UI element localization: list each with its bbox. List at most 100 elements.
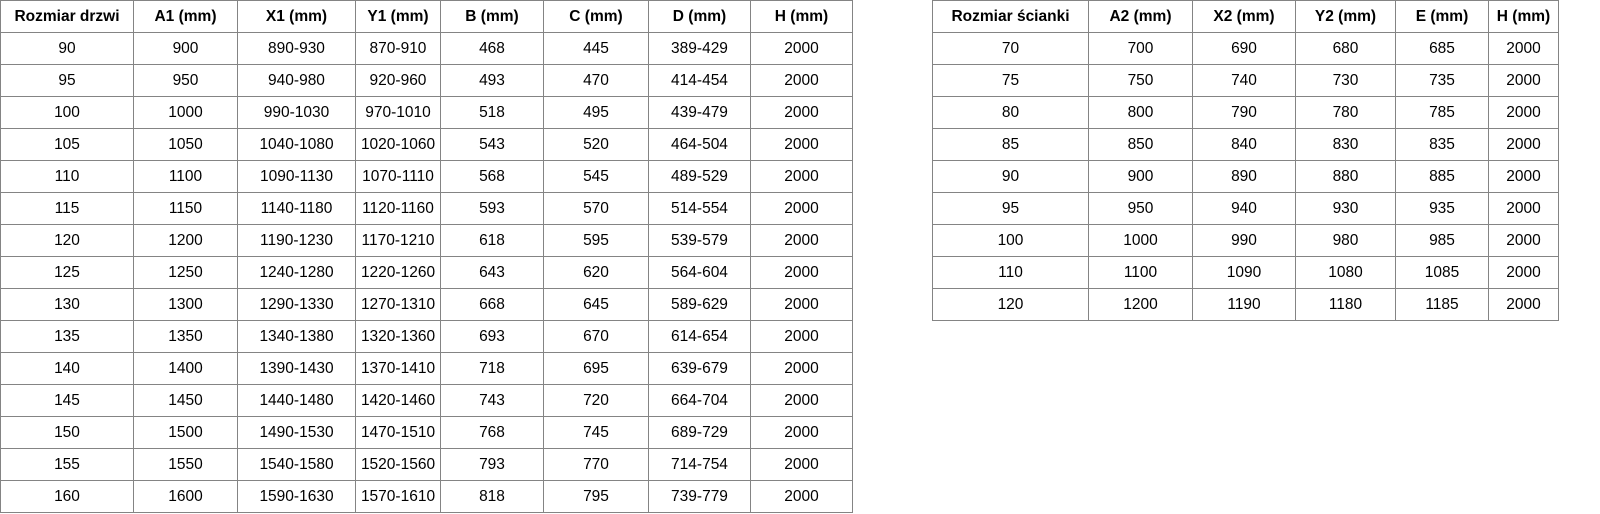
table-cell: 785 <box>1395 96 1489 129</box>
table-cell: 160 <box>0 480 134 513</box>
table-row: 80 800 790 780 785 2000 <box>932 96 1559 129</box>
table-cell: 595 <box>543 224 649 257</box>
table-cell: 100 <box>0 96 134 129</box>
table-row: 135 1350 1340-1380 1320-1360 693 670 614-654 20… <box>0 320 853 353</box>
table-row: 90 900 890-930 870-910 468 445 389-429 2000 <box>0 32 853 65</box>
table-cell: 618 <box>440 224 544 257</box>
table-cell: 614-654 <box>648 320 751 353</box>
table-cell: 1200 <box>133 224 238 257</box>
table-row: 110 1100 1090 1080 1085 2000 <box>932 256 1559 289</box>
table-cell: 2000 <box>1488 192 1559 225</box>
table-cell: 2000 <box>750 64 853 97</box>
table-cell: 1390-1430 <box>237 352 356 385</box>
table-cell: 1220-1260 <box>355 256 441 289</box>
table-cell: 645 <box>543 288 649 321</box>
table-cell: 543 <box>440 128 544 161</box>
table-cell: 2000 <box>750 192 853 225</box>
table-cell: 1170-1210 <box>355 224 441 257</box>
table-cell: 90 <box>0 32 134 65</box>
column-header: Rozmiar ścianki <box>932 0 1089 33</box>
table-cell: 2000 <box>1488 32 1559 65</box>
table-cell: 800 <box>1088 96 1193 129</box>
table-cell: 70 <box>932 32 1089 65</box>
column-header: Y1 (mm) <box>355 0 441 33</box>
table-cell: 668 <box>440 288 544 321</box>
table-cell: 768 <box>440 416 544 449</box>
table-row: 125 1250 1240-1280 1220-1260 643 620 564-604 20… <box>0 256 853 289</box>
table-cell: 1240-1280 <box>237 256 356 289</box>
table-row: 155 1550 1540-1580 1520-1560 793 770 714-754 20… <box>0 448 853 481</box>
table-cell: 155 <box>0 448 134 481</box>
wall-size-table-head: Rozmiar ścianki A2 (mm) X2 (mm) Y2 (mm) E (m… <box>932 0 1559 33</box>
table-cell: 1470-1510 <box>355 416 441 449</box>
table-cell: 985 <box>1395 224 1489 257</box>
table-cell: 2000 <box>750 128 853 161</box>
table-cell: 770 <box>543 448 649 481</box>
table-cell: 743 <box>440 384 544 417</box>
table-cell: 100 <box>932 224 1089 257</box>
table-cell: 1100 <box>133 160 238 193</box>
table-cell: 520 <box>543 128 649 161</box>
table-row: 90 900 890 880 885 2000 <box>932 160 1559 193</box>
table-cell: 1600 <box>133 480 238 513</box>
door-size-table-head: Rozmiar drzwi A1 (mm) X1 (mm) Y1 (mm) B (mm)… <box>0 0 853 33</box>
table-cell: 980 <box>1295 224 1396 257</box>
table-cell: 2000 <box>750 288 853 321</box>
table-cell: 414-454 <box>648 64 751 97</box>
table-cell: 2000 <box>1488 96 1559 129</box>
table-cell: 1440-1480 <box>237 384 356 417</box>
table-row: 100 1000 990 980 985 2000 <box>932 224 1559 257</box>
table-cell: 1000 <box>133 96 238 129</box>
table-cell: 489-529 <box>648 160 751 193</box>
table-cell: 1100 <box>1088 256 1193 289</box>
table-cell: 2000 <box>750 256 853 289</box>
table-cell: 1140-1180 <box>237 192 356 225</box>
table-cell: 1420-1460 <box>355 384 441 417</box>
table-cell: 2000 <box>750 160 853 193</box>
table-cell: 739-779 <box>648 480 751 513</box>
wall-size-table-body: 70 700 690 680 685 2000 75 750 740 730 735 2000 80 80… <box>932 32 1559 321</box>
table-cell: 1550 <box>133 448 238 481</box>
table-row: 115 1150 1140-1180 1120-1160 593 570 514-554 20… <box>0 192 853 225</box>
table-cell: 1120-1160 <box>355 192 441 225</box>
table-cell: 740 <box>1192 64 1296 97</box>
table-cell: 2000 <box>1488 128 1559 161</box>
table-cell: 718 <box>440 352 544 385</box>
table-cell: 464-504 <box>648 128 751 161</box>
table-cell: 1085 <box>1395 256 1489 289</box>
table-cell: 1590-1630 <box>237 480 356 513</box>
table-cell: 714-754 <box>648 448 751 481</box>
table-cell: 870-910 <box>355 32 441 65</box>
table-cell: 518 <box>440 96 544 129</box>
table-cell: 2000 <box>750 32 853 65</box>
table-cell: 990 <box>1192 224 1296 257</box>
table-cell: 1520-1560 <box>355 448 441 481</box>
table-cell: 639-679 <box>648 352 751 385</box>
table-row: 130 1300 1290-1330 1270-1310 668 645 589-629 20… <box>0 288 853 321</box>
table-cell: 1540-1580 <box>237 448 356 481</box>
column-header: B (mm) <box>440 0 544 33</box>
table-cell: 120 <box>0 224 134 257</box>
column-header: A2 (mm) <box>1088 0 1193 33</box>
table-cell: 818 <box>440 480 544 513</box>
table-cell: 1190-1230 <box>237 224 356 257</box>
door-size-table: Rozmiar drzwi A1 (mm) X1 (mm) Y1 (mm) B (mm)… <box>0 0 853 513</box>
table-cell: 720 <box>543 384 649 417</box>
table-row: 75 750 740 730 735 2000 <box>932 64 1559 97</box>
table-cell: 840 <box>1192 128 1296 161</box>
table-cell: 545 <box>543 160 649 193</box>
table-cell: 930 <box>1295 192 1396 225</box>
table-cell: 1050 <box>133 128 238 161</box>
table-cell: 1250 <box>133 256 238 289</box>
table-cell: 1370-1410 <box>355 352 441 385</box>
table-cell: 75 <box>932 64 1089 97</box>
table-cell: 2000 <box>750 352 853 385</box>
column-header: D (mm) <box>648 0 751 33</box>
table-cell: 439-479 <box>648 96 751 129</box>
table-cell: 935 <box>1395 192 1489 225</box>
table-cell: 690 <box>1192 32 1296 65</box>
table-cell: 1570-1610 <box>355 480 441 513</box>
table-cell: 850 <box>1088 128 1193 161</box>
table-cell: 105 <box>0 128 134 161</box>
